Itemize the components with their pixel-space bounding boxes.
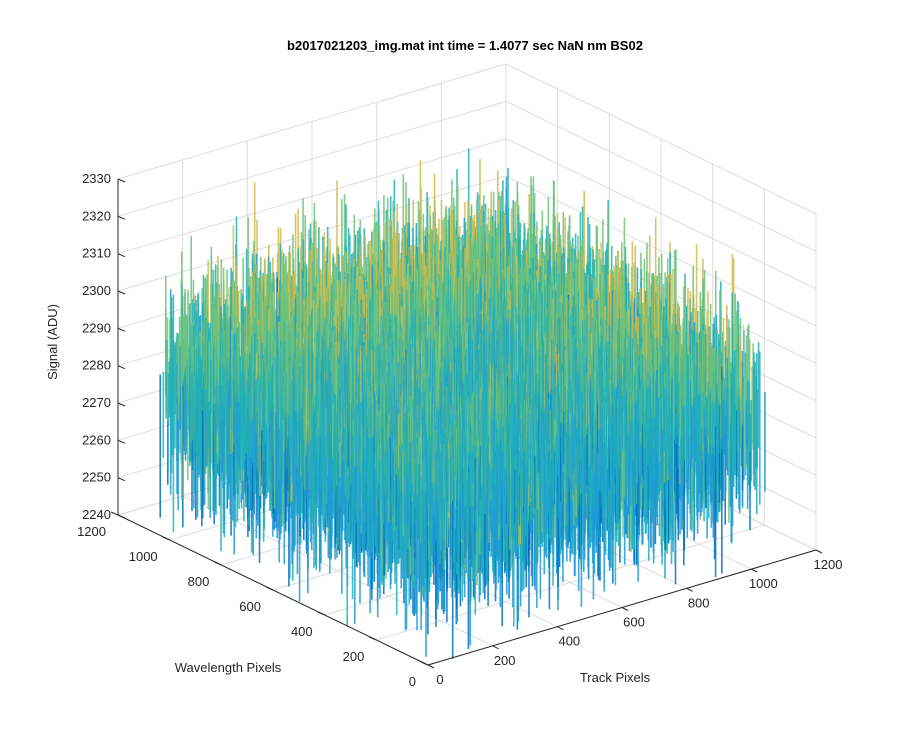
grid-line [117, 175, 507, 292]
grid-line [117, 138, 507, 255]
grid-line [505, 175, 817, 327]
grid-line [505, 100, 817, 252]
grid-line [117, 63, 507, 180]
grid-line [117, 100, 507, 217]
surface-plot [159, 148, 766, 659]
grid-line [505, 138, 817, 290]
grid-line [505, 63, 817, 215]
grid-line [376, 524, 765, 641]
